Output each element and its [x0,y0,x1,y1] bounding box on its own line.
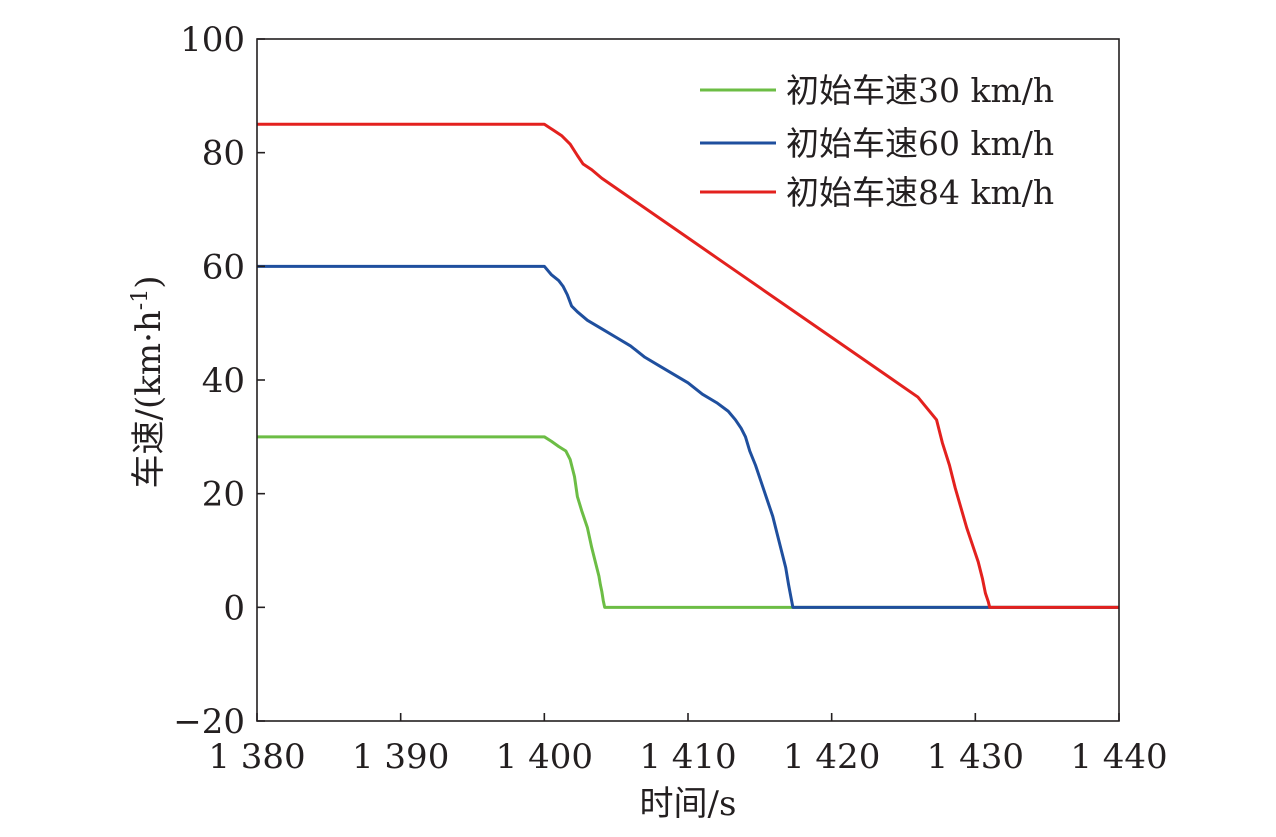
x-tick-label: 1 380 [208,737,305,777]
series-line-2 [257,264,1119,609]
legend: 初始车速30 km/h 初始车速60 km/h 初始车速84 km/h [700,71,1054,212]
y-tick-label: 60 [202,247,245,287]
y-tick-label: 80 [202,134,245,174]
series-layer [257,122,1119,609]
x-axis-label: 时间/s [640,784,737,824]
x-tick-label: 1 400 [496,737,593,777]
x-tick-label: 1 430 [927,737,1024,777]
y-tick-label: 100 [180,20,245,60]
legend-label-1: 初始车速30 km/h [786,71,1054,110]
x-tick-label: 1 390 [352,737,449,777]
x-tick-label: 1 420 [783,737,880,777]
tick-layer: 1 380 1 390 1 400 1 410 1 420 1 430 1 440 −20 0 2… [173,20,1167,777]
legend-label-2: 初始车速60 km/h [786,124,1054,163]
y-tick-label: 20 [202,475,245,515]
y-tick-label: 0 [223,588,245,628]
legend-label-3: 初始车速84 km/h [786,173,1054,212]
y-tick-label: −20 [173,702,245,742]
x-tick-label: 1 440 [1070,737,1167,777]
series-line-3 [257,122,1119,609]
y-tick-label: 40 [202,361,245,401]
y-axis-label: 车速/(km·h-1) [128,276,169,489]
label-layer: 时间/s 车速/(km·h-1) [128,276,736,824]
series-line-1 [257,435,1119,609]
x-tick-label: 1 410 [639,737,736,777]
